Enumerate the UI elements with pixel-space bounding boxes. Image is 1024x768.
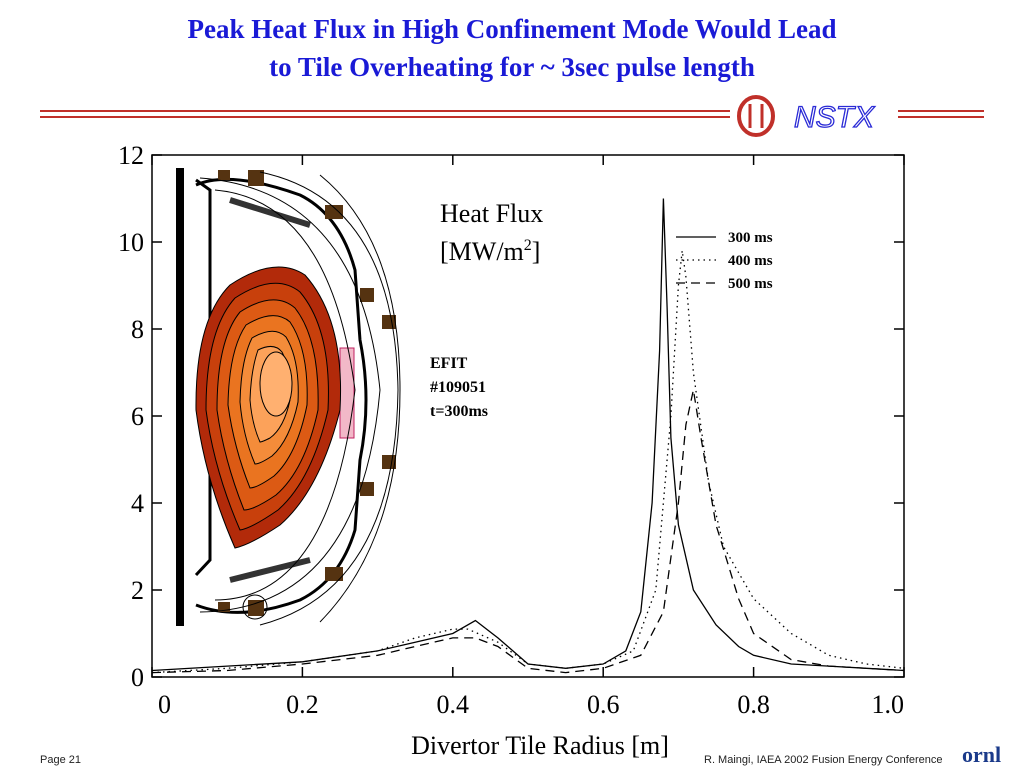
x-tick-label: 1.0 — [872, 690, 905, 719]
header-rule-right-1 — [898, 110, 984, 112]
nstx-logo: NSTX — [737, 95, 876, 137]
page-number: Page 21 — [40, 754, 81, 766]
lower-passive-plate — [229, 557, 311, 583]
title-line-1: Peak Heat Flux in High Confinement Mode … — [187, 14, 837, 44]
chart-legend: 300 ms 400 ms 500 ms — [676, 230, 773, 292]
upper-passive-plate — [229, 197, 311, 228]
heat-flux-label-line1: Heat Flux — [440, 199, 543, 228]
divertor-coil — [242, 594, 268, 620]
time-label: t=300ms — [430, 403, 488, 420]
header-rule-left-1 — [40, 110, 730, 112]
y-tick-label: 0 — [131, 663, 144, 692]
flux-lines — [199, 171, 401, 626]
header-rule-left-2 — [40, 116, 730, 118]
vacuum-vessel — [195, 177, 368, 614]
header-rule-right-2 — [898, 116, 984, 118]
y-tick-label: 6 — [131, 402, 144, 431]
y-tick-label: 4 — [131, 489, 144, 518]
y-tick-label: 2 — [131, 576, 144, 605]
heat-flux-unit-superscript: 2 — [524, 237, 532, 254]
plasma-flux-surfaces — [195, 266, 342, 549]
rf-antenna — [339, 347, 355, 439]
x-tick-label: 0.6 — [587, 690, 620, 719]
legend-label: 400 ms — [728, 253, 773, 269]
x-tick-label: 0 — [158, 690, 171, 719]
y-tick-label: 12 — [118, 141, 144, 170]
nstx-logo-text: NSTX — [794, 101, 875, 134]
efit-label: EFIT — [430, 355, 468, 372]
ornl-logo: ornl — [962, 744, 1001, 766]
title-line-2: to Tile Overheating for ~ 3sec pulse len… — [269, 52, 755, 82]
heat-flux-label-line2: [MW/m2] — [440, 237, 540, 266]
legend-label: 500 ms — [728, 276, 773, 292]
shot-number-label: #109051 — [430, 379, 486, 396]
x-tick-label: 0.4 — [437, 690, 470, 719]
heat-flux-unit: [MW/m — [440, 237, 524, 266]
series-line-dashed — [152, 389, 904, 674]
legend-label: 300 ms — [728, 230, 773, 246]
heat-flux-unit-close: ] — [532, 237, 541, 266]
efit-equilibrium-inset — [175, 165, 401, 630]
center-stack — [176, 168, 184, 626]
y-tick-label: 8 — [131, 315, 144, 344]
x-tick-label: 0.8 — [737, 690, 770, 719]
x-tick-label: 0.2 — [286, 690, 319, 719]
slide-title: Peak Heat Flux in High Confinement Mode … — [40, 10, 984, 86]
credit-line: R. Maingi, IAEA 2002 Fusion Energy Confe… — [704, 754, 943, 766]
x-axis-label: Divertor Tile Radius [m] — [411, 731, 669, 760]
y-tick-label: 10 — [118, 228, 144, 257]
series-layer — [152, 198, 904, 674]
ornl-logo-text: ornl — [962, 744, 1001, 766]
series-line-solid — [152, 198, 904, 672]
chart-axes: 0 2 4 6 8 10 12 0 0.2 0.4 0.6 0.8 1.0 — [118, 141, 905, 719]
